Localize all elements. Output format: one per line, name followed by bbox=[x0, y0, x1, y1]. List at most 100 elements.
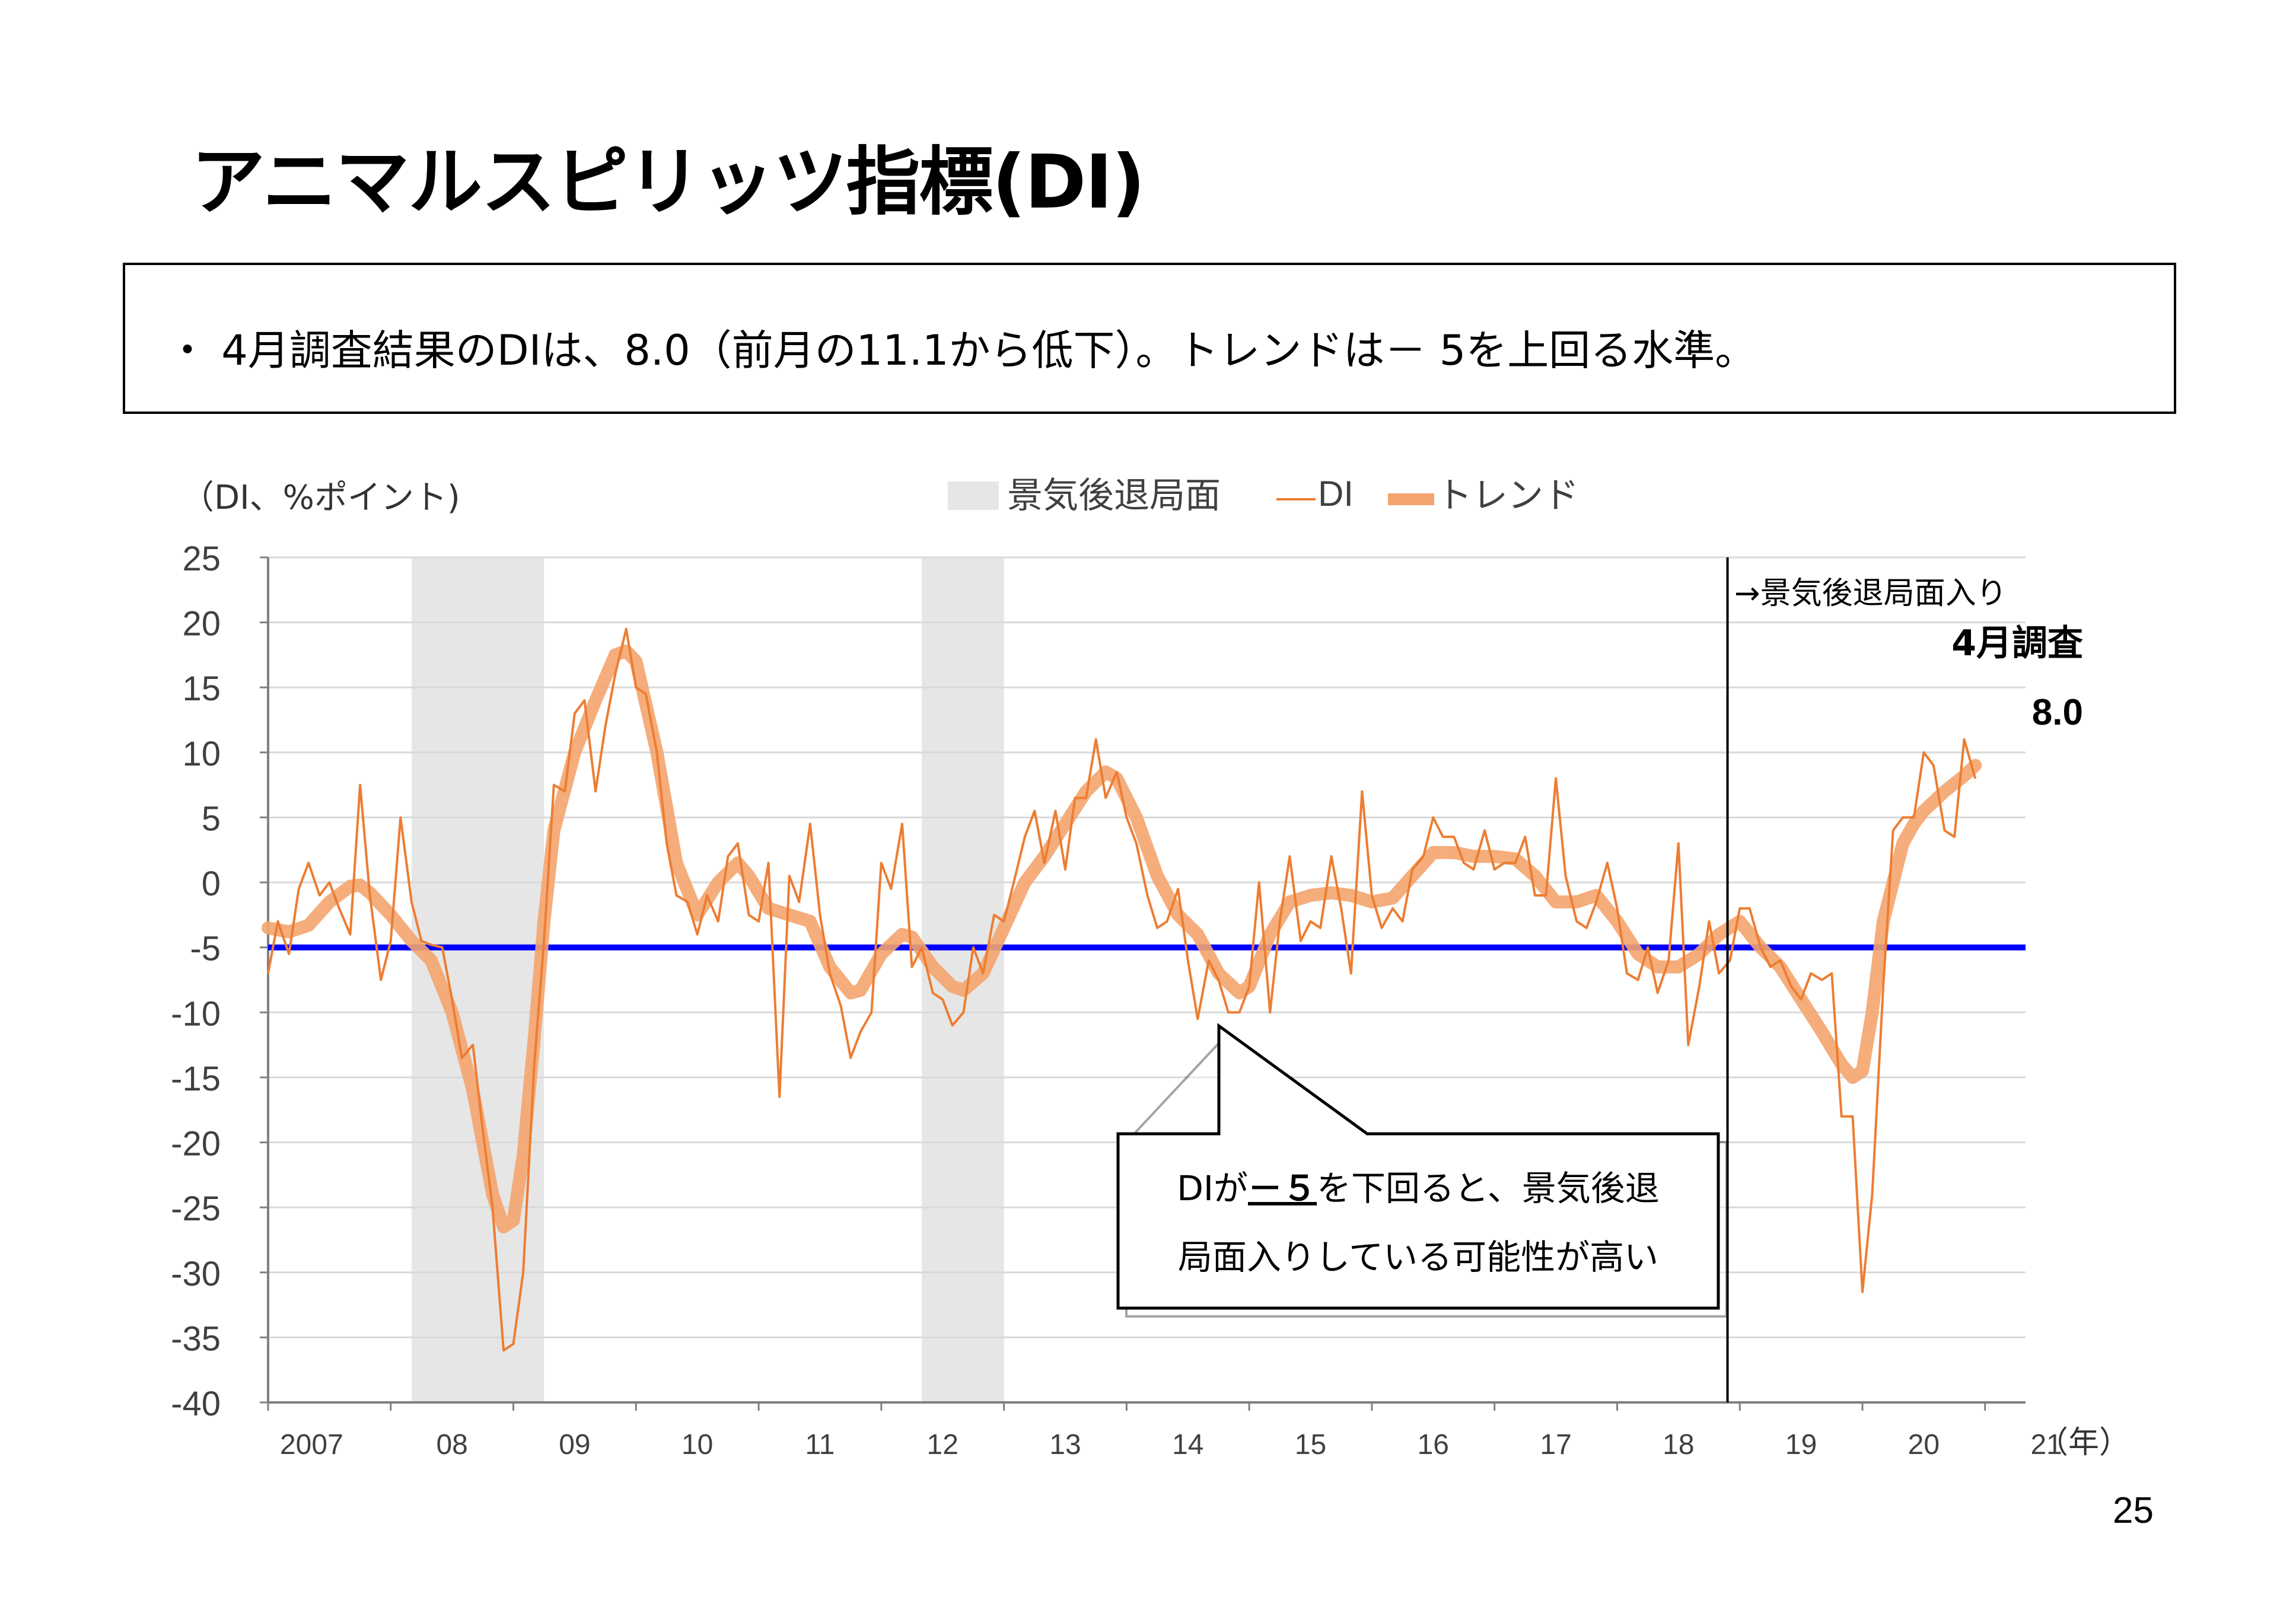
x-tick-label: 12 bbox=[927, 1429, 958, 1461]
di-point bbox=[390, 940, 391, 942]
x-tick-label: 18 bbox=[1663, 1429, 1694, 1461]
trend-point bbox=[1085, 791, 1087, 792]
y-tick-label: -15 bbox=[171, 1060, 221, 1098]
di-point bbox=[574, 713, 575, 714]
di-point bbox=[942, 999, 943, 1000]
trend-point bbox=[1249, 986, 1250, 987]
di-point bbox=[421, 940, 422, 942]
di-line bbox=[267, 627, 1977, 1352]
trend-point bbox=[308, 924, 309, 926]
di-point bbox=[963, 1012, 964, 1013]
trend-point bbox=[1116, 778, 1117, 779]
di-point bbox=[1913, 817, 1915, 818]
trend-point bbox=[390, 914, 391, 916]
trend-point bbox=[1944, 791, 1945, 792]
di-point bbox=[1596, 901, 1597, 903]
callout-line-1-emphasis: －５ bbox=[1248, 1168, 1317, 1209]
trend-point bbox=[492, 1194, 493, 1195]
trend-point bbox=[1371, 901, 1372, 903]
page-number: 25 bbox=[2113, 1490, 2154, 1531]
x-tick-label: 20 bbox=[1908, 1429, 1940, 1461]
y-tick-label: -5 bbox=[190, 930, 221, 968]
y-tick-label: 0 bbox=[202, 865, 221, 903]
trend-point bbox=[1024, 882, 1026, 883]
legend: 景気後退局面 DI トレンド bbox=[948, 474, 1579, 516]
di-point bbox=[329, 882, 330, 883]
x-tick-label: 21 bbox=[2030, 1429, 2062, 1461]
x-tick-label: 11 bbox=[805, 1429, 835, 1461]
di-point bbox=[349, 934, 351, 935]
di-point bbox=[1239, 1012, 1240, 1013]
di-point bbox=[614, 674, 616, 675]
di-point bbox=[411, 901, 412, 903]
di-point bbox=[1883, 986, 1884, 987]
di-point bbox=[461, 1057, 463, 1058]
trend-point bbox=[1432, 852, 1434, 853]
di-point bbox=[1791, 986, 1792, 987]
trend-point bbox=[1871, 1012, 1873, 1013]
trend-point bbox=[503, 1226, 504, 1227]
trend-point bbox=[411, 940, 412, 942]
di-point bbox=[1432, 817, 1434, 818]
di-point bbox=[1300, 940, 1301, 942]
y-axis-label: （DI、%ポイント) bbox=[181, 479, 460, 517]
di-point bbox=[1852, 1116, 1854, 1117]
recession-band bbox=[411, 557, 544, 1402]
trend-point bbox=[523, 1155, 524, 1156]
trend-point bbox=[1473, 856, 1475, 857]
legend-label-trend: トレンド bbox=[1437, 475, 1579, 516]
di-point bbox=[737, 843, 738, 844]
trend-point bbox=[1760, 947, 1761, 948]
di-point bbox=[584, 700, 585, 701]
di-point bbox=[1779, 960, 1781, 961]
legend-swatch-recession bbox=[948, 482, 999, 510]
trend-point bbox=[553, 830, 555, 831]
summary-box: ・ 4月調査結果のDIは、8.0（前月の11.1から低下）。トレンドは－ 5を上… bbox=[123, 263, 2176, 414]
di-point bbox=[1412, 869, 1413, 870]
di-point bbox=[952, 1025, 953, 1026]
x-axis-unit-label: （年） bbox=[2037, 1425, 2130, 1461]
x-tick-label: 16 bbox=[1418, 1429, 1449, 1461]
y-tick-label: -20 bbox=[171, 1125, 221, 1163]
di-point bbox=[1116, 771, 1117, 773]
di-point bbox=[1586, 927, 1587, 929]
trend-point bbox=[1177, 914, 1179, 916]
y-tick-label: 15 bbox=[182, 669, 221, 708]
di-point bbox=[829, 972, 830, 974]
di-point bbox=[482, 1129, 483, 1130]
y-tick-label: -30 bbox=[171, 1255, 221, 1293]
di-point bbox=[298, 888, 300, 889]
callout-line-1-prefix: DIが bbox=[1177, 1168, 1248, 1209]
di-point bbox=[1289, 856, 1290, 857]
y-tick-label: -40 bbox=[171, 1385, 221, 1423]
x-tick-label: 15 bbox=[1295, 1429, 1326, 1461]
trend-point bbox=[1494, 856, 1495, 857]
di-point bbox=[1423, 856, 1424, 857]
di-point bbox=[1668, 960, 1669, 961]
di-point bbox=[503, 1350, 504, 1351]
x-tick-label: 2007 bbox=[280, 1429, 343, 1461]
di-point bbox=[697, 934, 698, 935]
callout-line-2: 局面入りしている可能性が高い bbox=[1178, 1237, 1658, 1277]
di-point bbox=[1126, 817, 1127, 818]
di-point bbox=[1177, 888, 1179, 889]
di-point bbox=[1626, 972, 1628, 974]
trend-point bbox=[1289, 901, 1290, 903]
di-point bbox=[871, 1012, 872, 1013]
trend-point bbox=[1331, 892, 1332, 894]
x-tick-label: 10 bbox=[682, 1429, 713, 1461]
latest-value: 8.0 bbox=[2032, 692, 2083, 733]
di-point bbox=[451, 999, 453, 1000]
di-point bbox=[1975, 778, 1976, 779]
di-point bbox=[1473, 869, 1475, 870]
di-point bbox=[1678, 843, 1679, 844]
di-point bbox=[1841, 1116, 1842, 1117]
trend-point bbox=[1975, 765, 1976, 766]
y-tick-label: 5 bbox=[202, 799, 221, 838]
x-tick-label: 08 bbox=[436, 1429, 467, 1461]
y-tick-label: -10 bbox=[171, 994, 221, 1033]
legend-label-di: DI bbox=[1318, 474, 1354, 514]
di-point bbox=[492, 1207, 493, 1208]
trend-point bbox=[697, 914, 698, 916]
x-axis-ticks: 2007 08 09 10 11 12 13 14 15 16 17 18 19 20 21 bbox=[267, 1402, 2062, 1461]
